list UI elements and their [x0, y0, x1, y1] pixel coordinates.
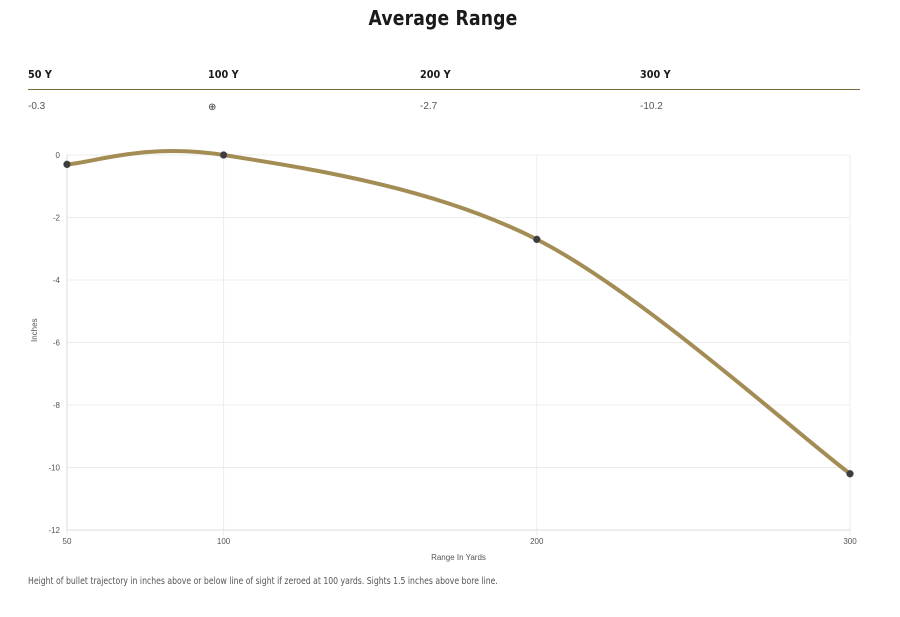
value-50-yards: -0.3: [28, 101, 46, 112]
x-tick-label: 300: [843, 537, 857, 546]
data-point: [846, 470, 854, 478]
value-200-yards: -2.7: [420, 101, 438, 112]
footnote: Height of bullet trajectory in inches ab…: [28, 576, 498, 587]
crosshair-icon: ⊕: [208, 102, 217, 113]
x-tick-label: 50: [63, 537, 72, 546]
x-tick-label: 200: [530, 537, 544, 546]
trajectory-line: [65, 148, 852, 476]
header-50-yards: 50 Y: [28, 68, 52, 81]
y-tick-label: -4: [53, 276, 61, 285]
x-axis-label: Range In Yards: [431, 553, 486, 562]
range-table: 50 Y 100 Y 200 Y 300 Y -0.3 ⊕ -2.7 -10.2: [28, 62, 860, 118]
x-tick-label: 100: [217, 537, 231, 546]
range-table-row: -0.3 ⊕ -2.7 -10.2: [28, 90, 860, 118]
chart-title: Average Range: [368, 6, 518, 30]
header-300-yards: 300 Y: [640, 68, 671, 81]
data-point: [219, 151, 228, 159]
y-tick-label: -6: [53, 339, 61, 348]
y-tick-label: -10: [48, 464, 60, 473]
data-point: [533, 235, 541, 244]
y-tick-label: 0: [56, 151, 61, 160]
range-table-header: 50 Y 100 Y 200 Y 300 Y: [28, 62, 860, 90]
header-200-yards: 200 Y: [420, 68, 451, 81]
y-tick-label: -2: [53, 214, 61, 223]
header-100-yards: 100 Y: [208, 68, 239, 81]
y-tick-label: -12: [48, 526, 60, 535]
y-tick-label: -8: [53, 401, 61, 410]
data-point: [63, 160, 71, 169]
value-300-yards: -10.2: [640, 101, 663, 112]
